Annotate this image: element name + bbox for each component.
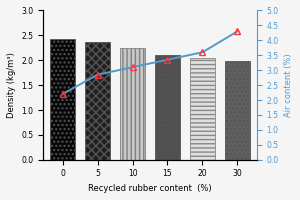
Bar <box>155 55 180 160</box>
Y-axis label: Density (kg/m³): Density (kg/m³) <box>7 52 16 118</box>
Bar <box>225 61 250 160</box>
Bar <box>50 39 75 160</box>
Y-axis label: Air content (%): Air content (%) <box>284 53 293 117</box>
X-axis label: Recycled rubber content  (%): Recycled rubber content (%) <box>88 184 212 193</box>
Bar <box>85 42 110 160</box>
Bar <box>190 58 215 160</box>
Bar <box>120 48 145 160</box>
